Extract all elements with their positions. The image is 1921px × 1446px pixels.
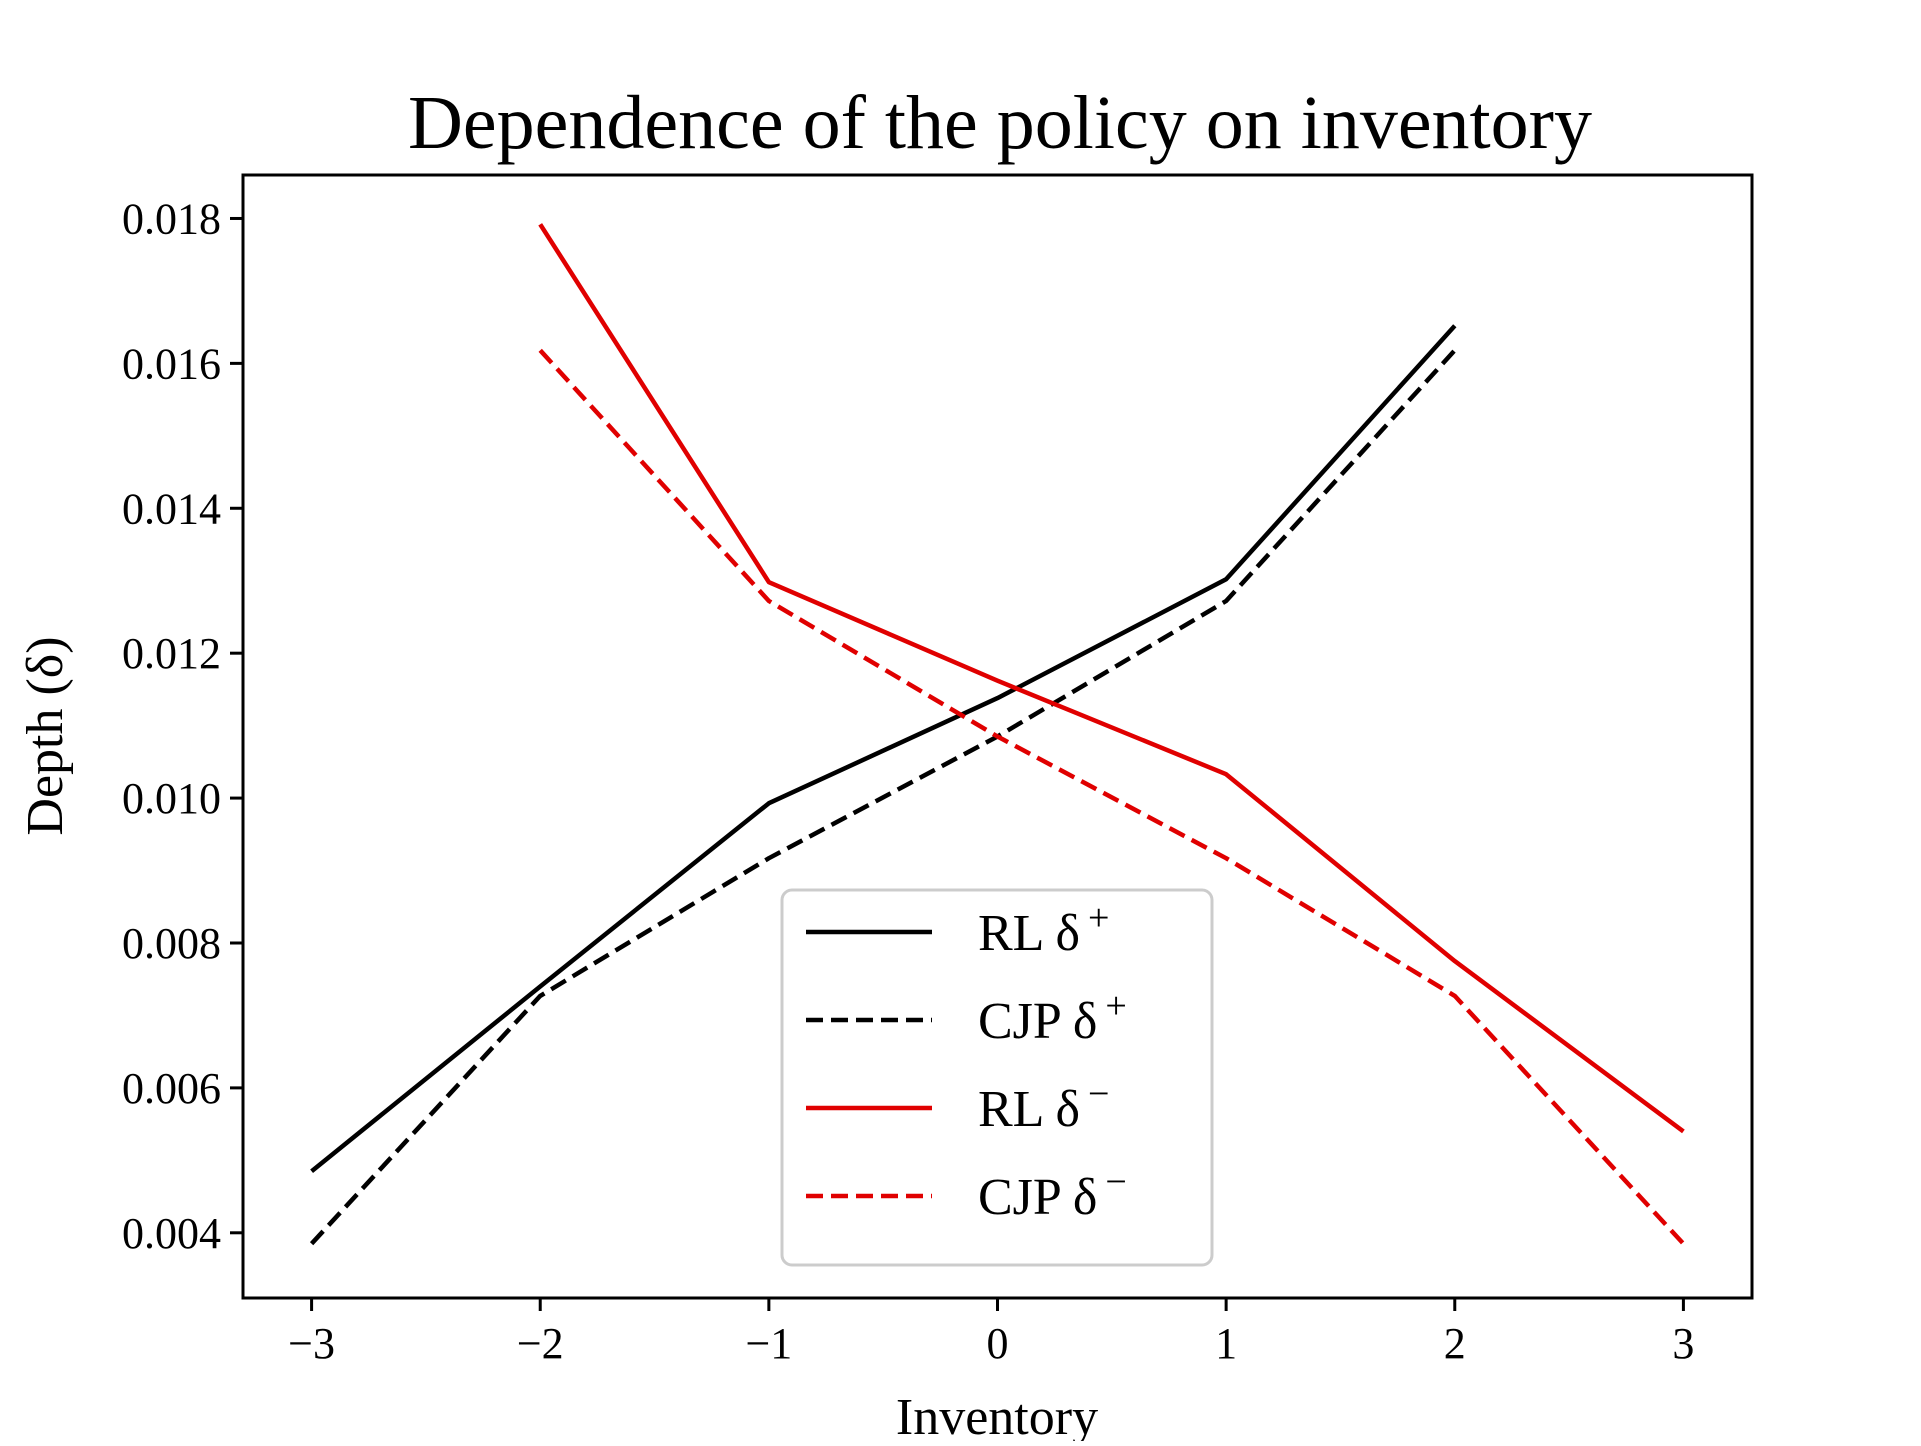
x-tick-label: 1 — [1215, 1319, 1237, 1368]
series-line-3 — [538, 223, 1685, 1134]
x-tick-label: 0 — [987, 1319, 1009, 1368]
x-tick-label: −2 — [517, 1319, 564, 1368]
y-axis-label: Depth (δ) — [17, 636, 74, 835]
y-tick-label: 0.008 — [122, 919, 221, 968]
y-tick-label: 0.010 — [122, 774, 221, 823]
y-tick-label: 0.006 — [122, 1064, 221, 1113]
x-tick-label: 3 — [1672, 1319, 1694, 1368]
x-tick-label: −3 — [288, 1319, 335, 1368]
x-tick-label: −1 — [745, 1319, 792, 1368]
x-axis-label: Inventory — [896, 1389, 1098, 1441]
legend-label: RL δ − — [978, 1073, 1109, 1138]
data-layer — [309, 223, 1686, 1246]
y-tick-label: 0.018 — [122, 194, 221, 243]
series-line-4 — [538, 348, 1686, 1246]
y-tick-label: 0.016 — [122, 339, 221, 388]
y-axis: 0.004 0.006 0.008 0.010 0.012 0.014 0.016 0.018 — [122, 194, 243, 1258]
chart-title: Dependence of the policy on inventory — [408, 81, 1592, 165]
y-tick-label: 0.004 — [122, 1209, 221, 1258]
series-line-1 — [310, 324, 1457, 1173]
x-axis: −3 −2 −1 0 1 2 3 — [288, 1298, 1694, 1368]
x-tick-label: 2 — [1444, 1319, 1466, 1368]
legend-label: CJP δ + — [978, 985, 1127, 1050]
legend-frame — [780, 888, 1214, 1267]
legend-label: RL δ + — [978, 897, 1109, 962]
legend-label: CJP δ − — [978, 1161, 1127, 1226]
y-tick-label: 0.012 — [122, 629, 221, 678]
series-line-2 — [309, 348, 1457, 1246]
legend: RL δ + CJP δ + RL δ − CJP δ − — [780, 888, 1214, 1267]
y-tick-label: 0.014 — [122, 484, 221, 533]
